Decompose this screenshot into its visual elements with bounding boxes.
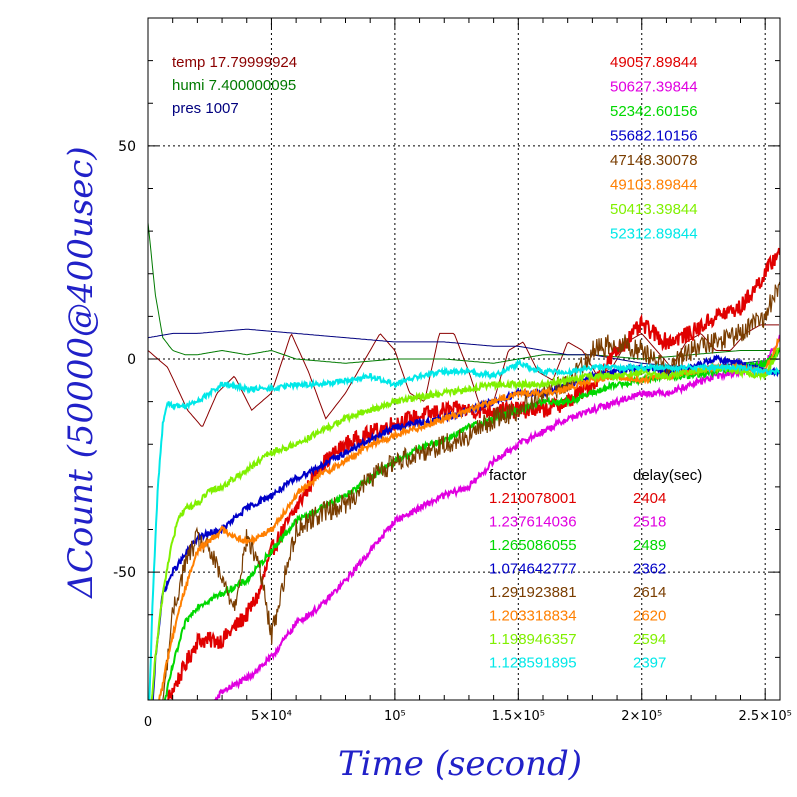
series-legend-entry: 49057.89844 [610, 54, 698, 71]
x-tick-label: 1.5×10⁵ [492, 709, 545, 724]
factor-value: 1.291923881 [489, 584, 577, 601]
series-legend-entry: 50413.39844 [610, 201, 698, 218]
data-lines [148, 247, 780, 700]
series-legend-entry: 47148.30078 [610, 152, 698, 169]
delay-value: 2397 [633, 655, 666, 672]
env-legend-entry: pres 1007 [172, 100, 239, 117]
labels: 0 5×10⁴ 10⁵ 1.5×10⁵ 2×10⁵ 2.5×10⁵ 50 0 -50 temp 1… [113, 54, 792, 730]
series-legend-entry: 50627.39844 [610, 79, 698, 96]
series-legend-entry: 49103.89844 [610, 177, 698, 194]
x-axis-title: Time (second) [338, 744, 582, 784]
y-axis-title: ΔCount (50000@400usec) [61, 146, 101, 599]
delay-value: 2518 [633, 514, 666, 531]
x-tick-label: 2.5×10⁵ [739, 709, 792, 724]
x-tick-label: 2×10⁵ [621, 709, 662, 724]
axis-ticks [147, 17, 780, 701]
env-legend-entry: temp 17.79999924 [172, 54, 297, 71]
delay-value: 2362 [633, 561, 666, 578]
y-tick-label: 0 [127, 352, 136, 368]
series-legend-entry: 52342.60156 [610, 103, 698, 120]
humi-line [148, 222, 779, 364]
series-legend-entry: 52312.89844 [610, 226, 698, 243]
factor-value: 1.074642777 [489, 561, 577, 578]
factor-value: 1.198946357 [489, 631, 577, 648]
delay-value: 2620 [633, 608, 666, 625]
series-line [148, 358, 780, 700]
delay-value: 2594 [633, 631, 666, 648]
delay-value: 2404 [633, 490, 666, 507]
delay-value: 2614 [633, 584, 666, 601]
factor-value: 1.210078001 [489, 490, 577, 507]
delay-value: 2489 [633, 537, 666, 554]
x-tick-label: 10⁵ [384, 709, 406, 724]
series-line [162, 281, 780, 700]
series-line [150, 347, 780, 700]
factor-header: factor [489, 467, 527, 484]
series-line [163, 348, 780, 700]
factor-value: 1.237614036 [489, 514, 577, 531]
series-legend-entry: 55682.10156 [610, 128, 698, 145]
series-line [212, 334, 780, 700]
factor-value: 1.128591895 [489, 655, 577, 672]
y-tick-label: -50 [113, 565, 136, 581]
factor-value: 1.265086055 [489, 537, 577, 554]
x-tick-label: 5×10⁴ [251, 709, 292, 724]
factor-value: 1.203318834 [489, 608, 577, 625]
x-tick-label: 0 [144, 715, 152, 730]
y-tick-label: 50 [118, 139, 136, 155]
delay-header: delay(sec) [633, 467, 702, 484]
env-legend-entry: humi 7.400000095 [172, 77, 296, 94]
